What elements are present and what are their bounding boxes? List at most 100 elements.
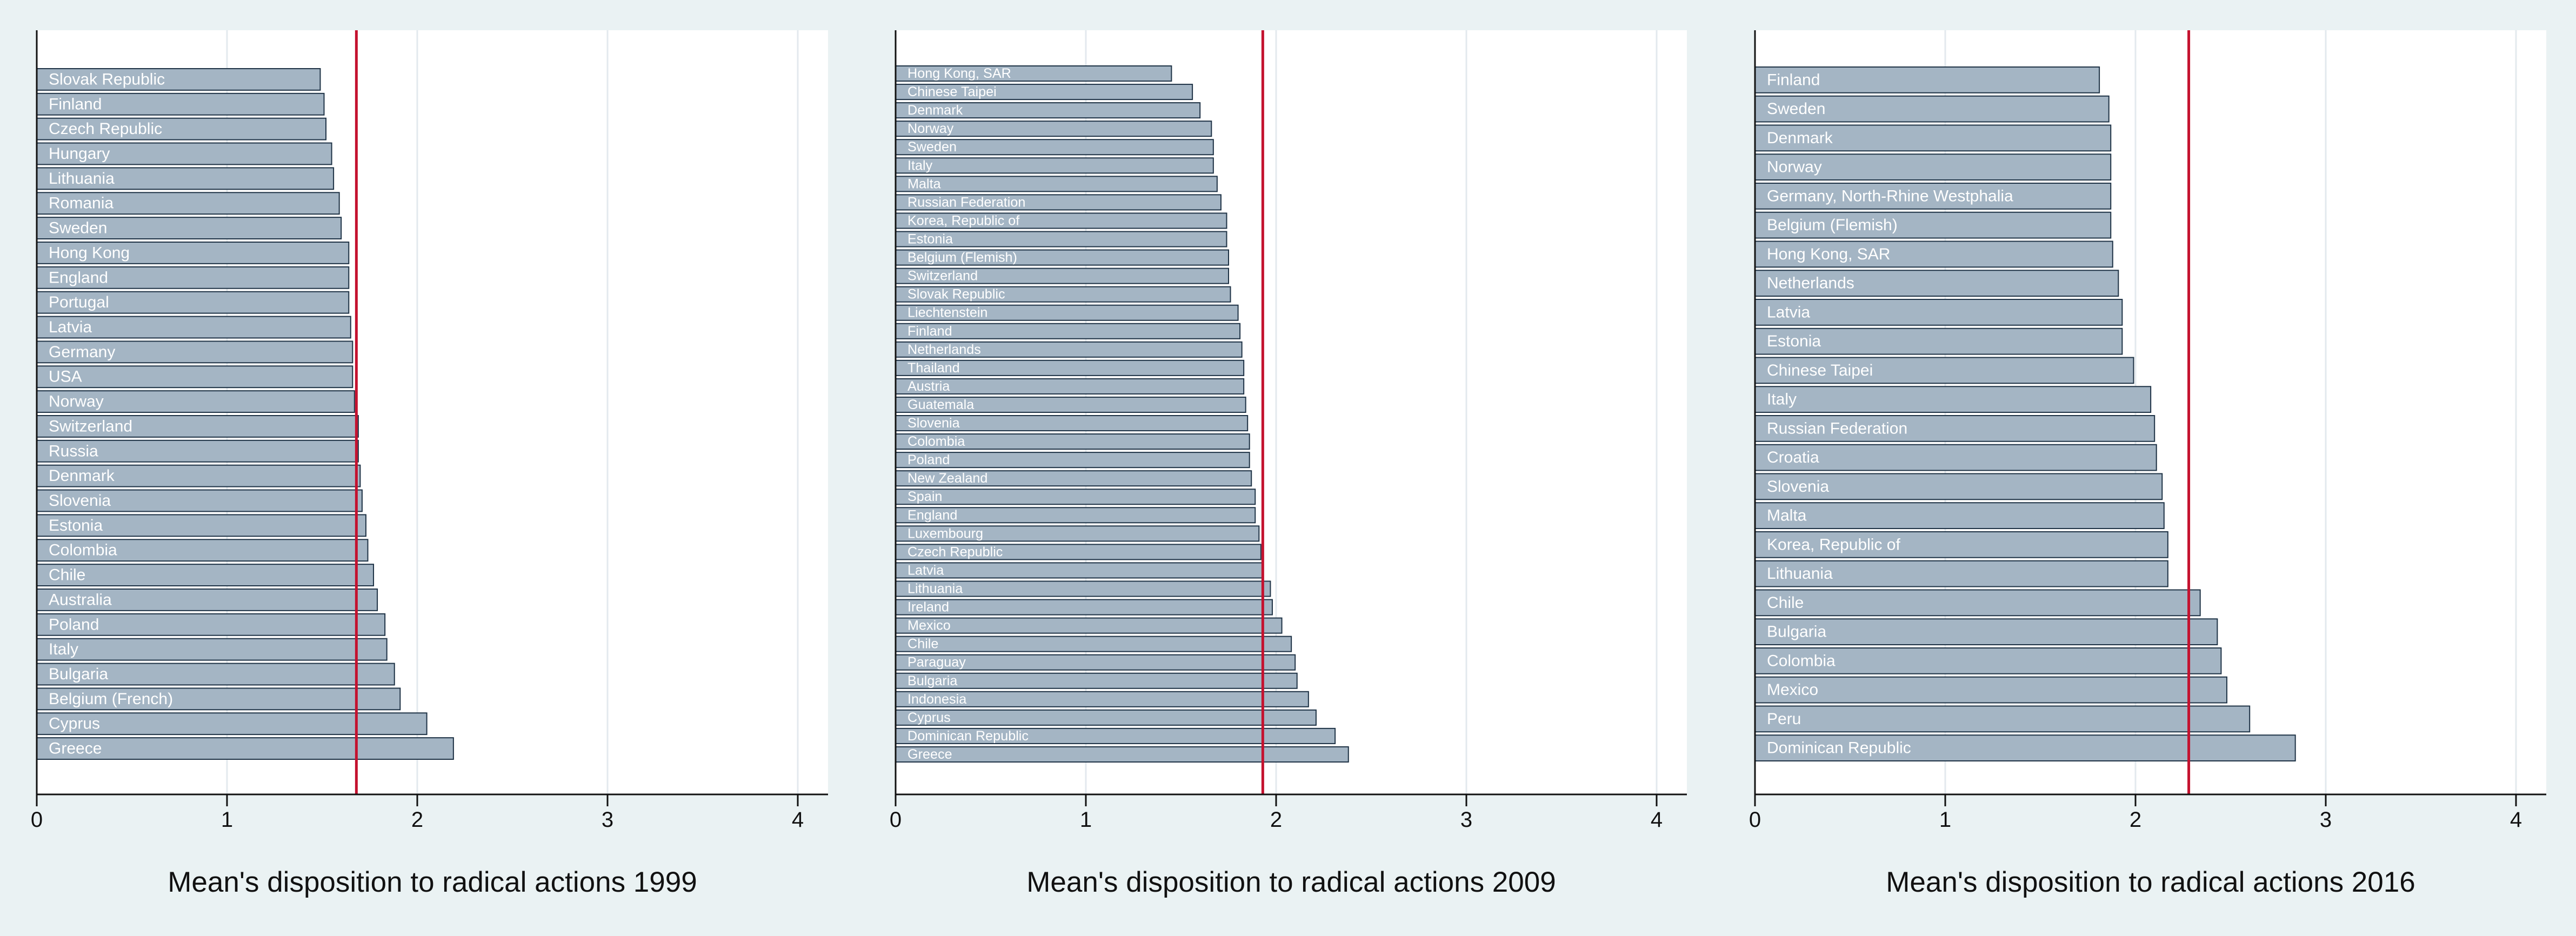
x-axis-title: Mean's disposition to radical actions 19… — [168, 866, 697, 898]
bar-27 — [36, 712, 428, 736]
bar-label: Czech Republic — [49, 120, 162, 138]
bar-18 — [36, 489, 363, 512]
bar-11 — [1754, 357, 2134, 384]
bar-20 — [1754, 618, 2218, 645]
bar-label: Dominican Republic — [1767, 739, 1911, 757]
bar-22 — [895, 452, 1250, 469]
bar-7 — [895, 176, 1218, 192]
bar-23 — [895, 470, 1252, 487]
bar-label: Switzerland — [907, 269, 978, 284]
bar-label: Ireland — [907, 600, 949, 615]
chart-panel-3: Finland Sweden Denmark Norway Germany, North… — [1749, 30, 2546, 898]
x-tick-label: 1 — [221, 808, 233, 832]
bar-label: Sweden — [49, 219, 107, 237]
x-tick-label: 0 — [1749, 808, 1761, 832]
bar-13 — [1754, 415, 2155, 442]
x-tick-label: 3 — [2320, 808, 2332, 832]
bar-label: Norway — [49, 393, 104, 411]
x-tick-label: 4 — [2510, 808, 2522, 832]
bar-21 — [1754, 647, 2222, 674]
bar-11 — [36, 316, 351, 339]
bar-label: Estonia — [1767, 332, 1821, 350]
bar-5 — [36, 167, 335, 190]
bar-23 — [1754, 705, 2251, 733]
bar-label: Denmark — [49, 467, 115, 485]
bar-label: Cyprus — [49, 715, 100, 733]
bar-label: Germany, North-Rhine Westphalia — [1767, 187, 2013, 205]
bar-label: Poland — [49, 616, 99, 633]
bar-label: USA — [49, 368, 82, 386]
bar-5 — [1754, 183, 2112, 210]
bar-label: Croatia — [1767, 449, 1819, 466]
x-tick-label: 2 — [2130, 808, 2141, 832]
bar-18 — [1754, 560, 2168, 587]
bar-label: Chile — [1767, 594, 1804, 612]
bar-label: Greece — [49, 740, 102, 758]
bar-label: Bulgaria — [907, 673, 958, 688]
bar-label: Mexico — [907, 618, 951, 633]
bar-label: Lithuania — [907, 581, 963, 597]
bar-12 — [895, 268, 1229, 284]
bar-label: Luxembourg — [907, 526, 983, 541]
bar-label: Denmark — [1767, 129, 1833, 147]
x-tick-label: 3 — [1460, 808, 1472, 832]
bar-16 — [36, 439, 359, 463]
bar-29 — [895, 580, 1271, 597]
bar-21 — [895, 433, 1250, 450]
bar-label: Russian Federation — [1767, 419, 1907, 437]
bar-label: Lithuania — [49, 170, 115, 188]
bar-12 — [1754, 386, 2152, 413]
bar-label: Poland — [907, 452, 950, 467]
bar-5 — [895, 139, 1214, 156]
bar-label: Chile — [907, 637, 938, 652]
x-tick-label: 1 — [1080, 808, 1092, 832]
bar-17 — [36, 464, 361, 487]
bar-label: Lithuania — [1767, 565, 1833, 583]
bar-10 — [36, 291, 350, 314]
bar-4 — [895, 121, 1212, 137]
bar-16 — [1754, 502, 2165, 529]
bar-36 — [895, 709, 1317, 726]
bar-25 — [36, 663, 395, 686]
bar-21 — [36, 564, 375, 586]
chart-panel-1: Slovak Republic Finland Czech Republic Hung… — [31, 30, 828, 898]
x-tick-label: 1 — [1939, 808, 1951, 832]
bar-label: Hungary — [49, 145, 110, 163]
bar-18 — [895, 378, 1245, 395]
bar-label: Latvia — [49, 318, 92, 336]
bar-label: Finland — [1767, 71, 1820, 89]
bar-31 — [895, 617, 1283, 634]
bar-label: Greece — [907, 747, 952, 762]
x-tick-label: 4 — [792, 808, 804, 832]
chart-panel-2: Hong Kong, SAR Chinese Taipei Denmark Norwa… — [890, 30, 1687, 898]
bar-label: Belgium (Flemish) — [1767, 216, 1898, 234]
bar-label: Malta — [907, 176, 942, 191]
bar-label: Portugal — [49, 293, 109, 311]
bar-label: Mexico — [1767, 681, 1818, 699]
bar-label: Chinese Taipei — [907, 84, 997, 99]
bar-label: Slovenia — [49, 492, 111, 510]
bar-label: Czech Republic — [907, 544, 1003, 559]
bar-label: Slovak Republic — [907, 287, 1005, 302]
bar-label: Peru — [1767, 710, 1801, 728]
bar-label: Romania — [49, 195, 114, 212]
x-axis-title: Mean's disposition to radical actions 20… — [1026, 866, 1556, 898]
bar-24 — [36, 638, 388, 661]
bar-3 — [1754, 124, 2112, 152]
x-tick-label: 0 — [890, 808, 902, 832]
bar-label: Belgium (French) — [49, 690, 173, 708]
bar-28 — [36, 737, 454, 760]
bar-33 — [895, 654, 1296, 671]
bar-label: Switzerland — [49, 417, 132, 435]
bar-label: Netherlands — [907, 342, 981, 357]
bar-22 — [36, 589, 378, 611]
bar-label: Chile — [49, 566, 85, 584]
bar-label: Guatemala — [907, 397, 975, 412]
bar-24 — [1754, 734, 2296, 761]
bar-15 — [36, 415, 359, 438]
bar-14 — [36, 390, 355, 413]
bar-label: Slovenia — [1767, 478, 1829, 496]
bar-13 — [895, 286, 1231, 303]
bar-label: Latvia — [907, 563, 944, 578]
